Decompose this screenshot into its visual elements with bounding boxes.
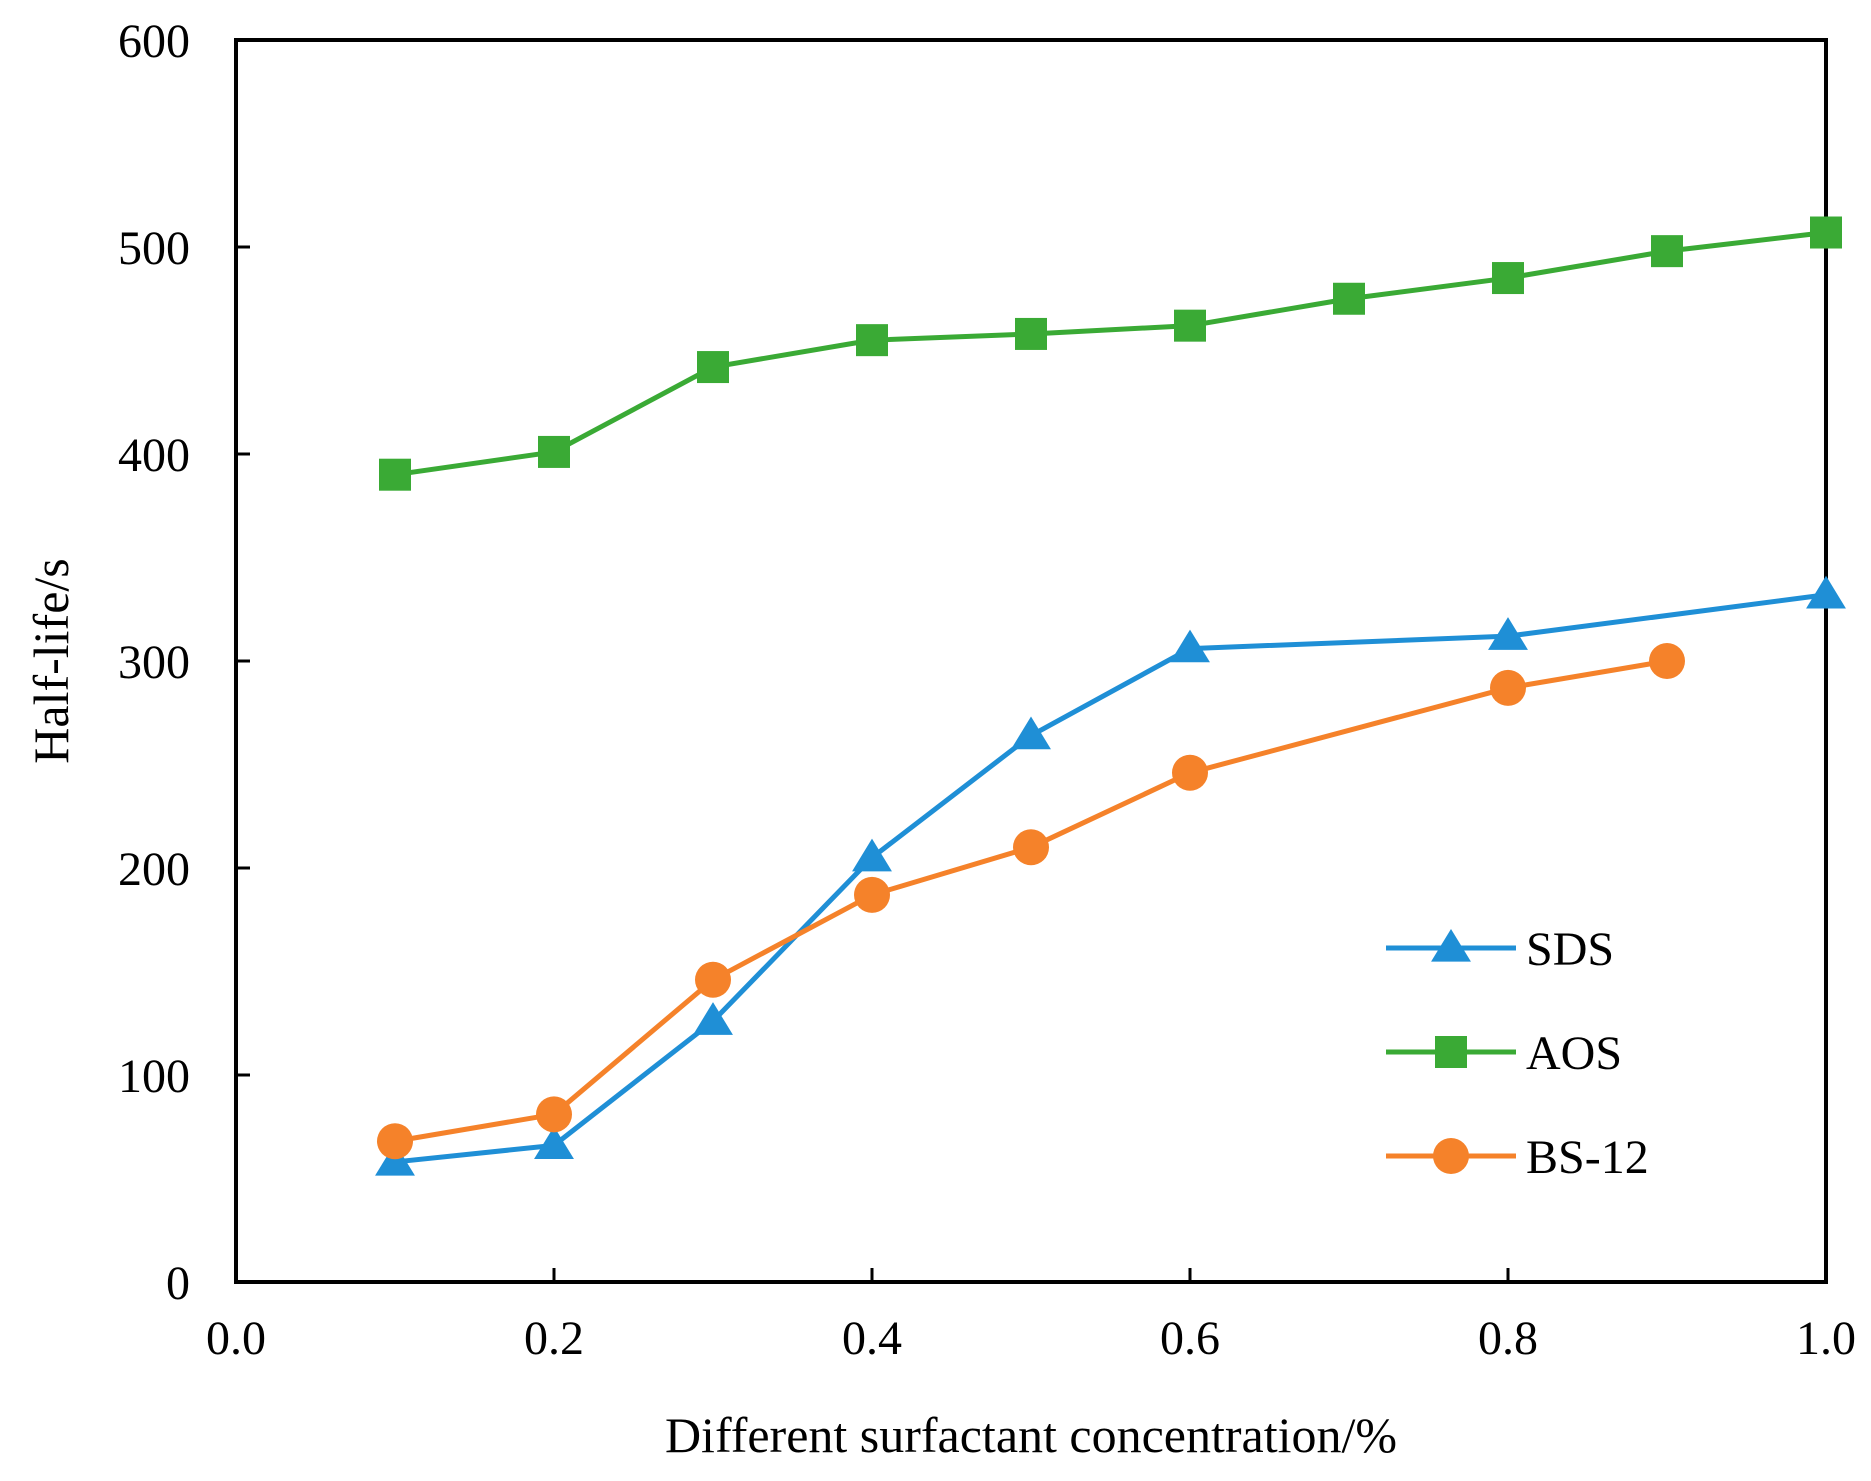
data-point-aos (1492, 262, 1524, 295)
data-point-sds (1488, 617, 1528, 650)
data-point-bs-12 (854, 876, 890, 913)
x-axis-ticks: 0.0 0.2 0.4 0.6 0.8 1.0 (206, 1268, 1856, 1365)
legend-label-sds: SDS (1526, 923, 1614, 976)
legend-item-sds: SDS (1386, 923, 1614, 976)
legend: SDS AOS BS-12 (1386, 923, 1649, 1184)
legend-item-aos: AOS (1386, 1027, 1622, 1080)
y-tick-label: 0 (166, 1257, 190, 1310)
series-aos (379, 216, 1842, 491)
data-point-aos (379, 458, 411, 491)
y-tick-label: 600 (118, 15, 190, 68)
series-layer (375, 216, 1846, 1176)
y-tick-label: 400 (118, 429, 190, 482)
data-point-aos (1174, 309, 1206, 342)
y-axis-ticks: 0 100 200 300 400 500 600 (118, 15, 250, 1310)
series-sds (375, 575, 1846, 1176)
x-tick-label: 1.0 (1796, 1312, 1856, 1365)
x-tick-label: 0.4 (842, 1312, 902, 1365)
series-line-sds (394, 592, 1827, 1165)
data-point-aos (1651, 235, 1683, 268)
data-point-bs-12 (695, 961, 731, 998)
y-tick-label: 300 (118, 636, 190, 689)
legend-marker-sds (1431, 929, 1471, 962)
data-point-aos (1810, 216, 1842, 249)
data-point-sds (693, 1002, 733, 1035)
x-tick-label: 0.2 (524, 1312, 584, 1365)
legend-label-bs-12: BS-12 (1526, 1131, 1649, 1184)
y-tick-label: 200 (118, 843, 190, 896)
series-line-bs-12 (394, 658, 1668, 1144)
data-point-sds (1806, 575, 1846, 609)
x-tick-label: 0.6 (1160, 1312, 1220, 1365)
legend-marker-aos (1435, 1036, 1467, 1068)
data-point-bs-12 (377, 1123, 413, 1160)
y-axis-title: Half-life/s (23, 558, 79, 763)
series-line-aos (394, 230, 1827, 478)
data-point-sds (534, 1126, 574, 1160)
legend-marker-bs-12 (1433, 1138, 1469, 1174)
data-point-sds (1170, 629, 1210, 663)
data-point-sds (852, 838, 892, 872)
y-tick-label: 500 (118, 222, 190, 275)
legend-item-bs-12: BS-12 (1386, 1131, 1649, 1184)
legend-label-aos: AOS (1526, 1027, 1622, 1080)
y-tick-label: 100 (118, 1050, 190, 1103)
x-tick-label: 0.8 (1478, 1312, 1538, 1365)
data-point-bs-12 (1490, 669, 1526, 706)
series-bs-12 (377, 643, 1685, 1160)
x-axis-title: Different surfactant concentration/% (665, 1407, 1397, 1463)
plot-area-frame (234, 38, 1828, 1284)
data-point-bs-12 (1649, 643, 1685, 679)
data-point-aos (1333, 282, 1365, 315)
x-tick-label: 0.0 (206, 1312, 266, 1365)
data-point-sds (375, 1142, 415, 1176)
data-point-sds (1011, 716, 1051, 750)
data-point-aos (856, 324, 888, 357)
data-point-aos (538, 435, 570, 468)
data-point-aos (697, 351, 729, 384)
data-point-bs-12 (536, 1096, 572, 1133)
data-point-bs-12 (1172, 754, 1208, 791)
data-point-bs-12 (1013, 829, 1049, 866)
data-point-aos (1015, 317, 1047, 350)
